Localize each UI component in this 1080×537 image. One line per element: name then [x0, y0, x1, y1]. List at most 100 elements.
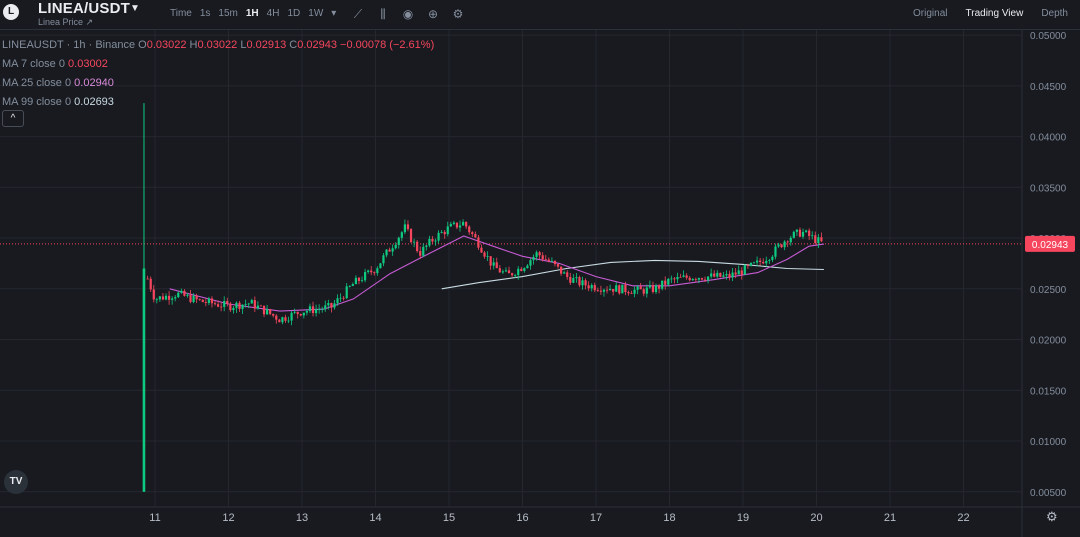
- interval-1w[interactable]: 1W: [308, 8, 324, 19]
- candle-body: [244, 304, 247, 305]
- candle-body: [229, 303, 232, 311]
- ma99-line: [441, 259, 824, 290]
- candle-body: [612, 289, 615, 292]
- interval-1h[interactable]: 1H: [245, 8, 259, 19]
- candle-body: [207, 298, 210, 303]
- y-tick-label: 0.02000: [1030, 336, 1067, 347]
- candle-body: [694, 278, 697, 280]
- candle-body: [523, 268, 526, 271]
- ma25-value: 0.02940: [74, 77, 114, 89]
- y-tick-label: 0.05000: [1030, 31, 1067, 42]
- candle-body: [321, 309, 324, 310]
- tab-trading-view[interactable]: Trading View: [965, 8, 1024, 19]
- candle-body: [431, 238, 434, 242]
- candle-body: [642, 289, 645, 294]
- ma99-row: MA 99 close 0 0.02693: [2, 96, 114, 108]
- candle-body: [452, 222, 455, 224]
- candle-body: [474, 234, 477, 238]
- candle-body: [241, 304, 244, 310]
- ma7-row: MA 7 close 0 0.03002: [2, 58, 108, 70]
- candle-body: [174, 297, 177, 299]
- candle-body: [468, 226, 471, 233]
- candle-body: [180, 290, 183, 293]
- candle-body: [728, 273, 731, 278]
- candle-body: [670, 278, 673, 280]
- add-icon[interactable]: ⊕: [427, 7, 439, 21]
- candle-body: [183, 290, 186, 296]
- candle-body: [388, 249, 391, 252]
- chevron-down-icon[interactable]: ▼: [130, 3, 140, 14]
- candle-body: [318, 309, 321, 310]
- candle-body: [486, 256, 489, 257]
- candle-body: [238, 302, 241, 310]
- candle-body: [345, 286, 348, 299]
- candle-body: [529, 260, 532, 266]
- candle-body: [593, 285, 596, 291]
- linea-logo-icon: L: [3, 4, 19, 20]
- candle-body: [685, 275, 688, 278]
- candle-body: [584, 280, 587, 286]
- candle-body: [682, 275, 685, 277]
- tradingview-logo-icon[interactable]: TV: [4, 470, 28, 494]
- candle-body: [550, 260, 553, 262]
- interval-1s[interactable]: 1s: [199, 8, 211, 19]
- candle-body: [406, 224, 410, 230]
- candle-body: [142, 268, 146, 492]
- ma99-path: [441, 259, 824, 290]
- chart-grid: [0, 30, 1080, 537]
- tab-depth[interactable]: Depth: [1041, 8, 1068, 19]
- price-chart[interactable]: 0.00500 0.01000 0.01500 0.02000 0.02500 0.030…: [0, 30, 1080, 537]
- pair-selector[interactable]: LINEA/USDT: [38, 0, 130, 17]
- candle-body: [621, 284, 624, 294]
- pair-subtitle[interactable]: Linea Price ↗: [38, 17, 94, 27]
- candle-body: [713, 273, 716, 277]
- screenshot-icon[interactable]: ◉: [402, 7, 414, 21]
- low-value: 0.02913: [246, 39, 287, 51]
- candle-body: [232, 307, 235, 311]
- candle-type-icon[interactable]: ⫼: [380, 7, 386, 21]
- interval-more-chevron-icon[interactable]: ▾: [331, 8, 337, 19]
- candle-body: [590, 285, 593, 289]
- candle-body: [700, 278, 704, 280]
- interval-time[interactable]: Time: [170, 8, 192, 19]
- candle-body: [367, 270, 370, 272]
- legend-collapse-button[interactable]: ^: [2, 110, 24, 127]
- interval-4h[interactable]: 4H: [266, 8, 280, 19]
- candle-body: [664, 280, 667, 285]
- candle-body: [284, 317, 287, 321]
- tab-original[interactable]: Original: [913, 8, 948, 19]
- candle-body: [336, 298, 339, 304]
- ohlc-row: LINEAUSDT · 1h · Binance O0.03022 H0.030…: [2, 39, 435, 51]
- candle-body: [679, 276, 682, 278]
- candle-body: [808, 230, 811, 236]
- y-tick-label: 0.01000: [1030, 437, 1067, 448]
- candle-body: [348, 285, 351, 287]
- candle-body: [492, 262, 495, 266]
- top-bar: L LINEA/USDT ▼ Linea Price ↗ Time 1s 15m…: [0, 0, 1080, 30]
- candle-body: [762, 261, 765, 264]
- candle-body: [569, 276, 572, 283]
- gear-icon[interactable]: ⚙: [1046, 509, 1058, 524]
- x-tick-label: 11: [149, 512, 160, 524]
- candle-body: [382, 255, 385, 264]
- candle-body: [146, 278, 149, 280]
- candle-body: [449, 223, 452, 227]
- candle-body: [520, 268, 523, 271]
- high-value: 0.03022: [197, 39, 238, 51]
- chart-tools: ⟋ ⫼ ◉ ⊕ ⚙: [350, 6, 466, 22]
- interval-15m[interactable]: 15m: [218, 8, 238, 19]
- candle-body: [752, 262, 756, 264]
- candle-body: [814, 235, 817, 244]
- candle-body: [308, 306, 312, 312]
- candle-body: [409, 229, 413, 243]
- candle-body: [223, 301, 226, 307]
- settings-icon[interactable]: ⚙: [452, 7, 464, 21]
- candle-body: [777, 244, 780, 247]
- interval-1d[interactable]: 1D: [287, 8, 301, 19]
- candle-body: [287, 320, 290, 322]
- indicator-icon[interactable]: ⟋: [353, 7, 363, 21]
- candle-body: [667, 278, 670, 285]
- candle-body: [370, 270, 373, 273]
- candle-body: [327, 303, 330, 306]
- candle-body: [710, 273, 713, 277]
